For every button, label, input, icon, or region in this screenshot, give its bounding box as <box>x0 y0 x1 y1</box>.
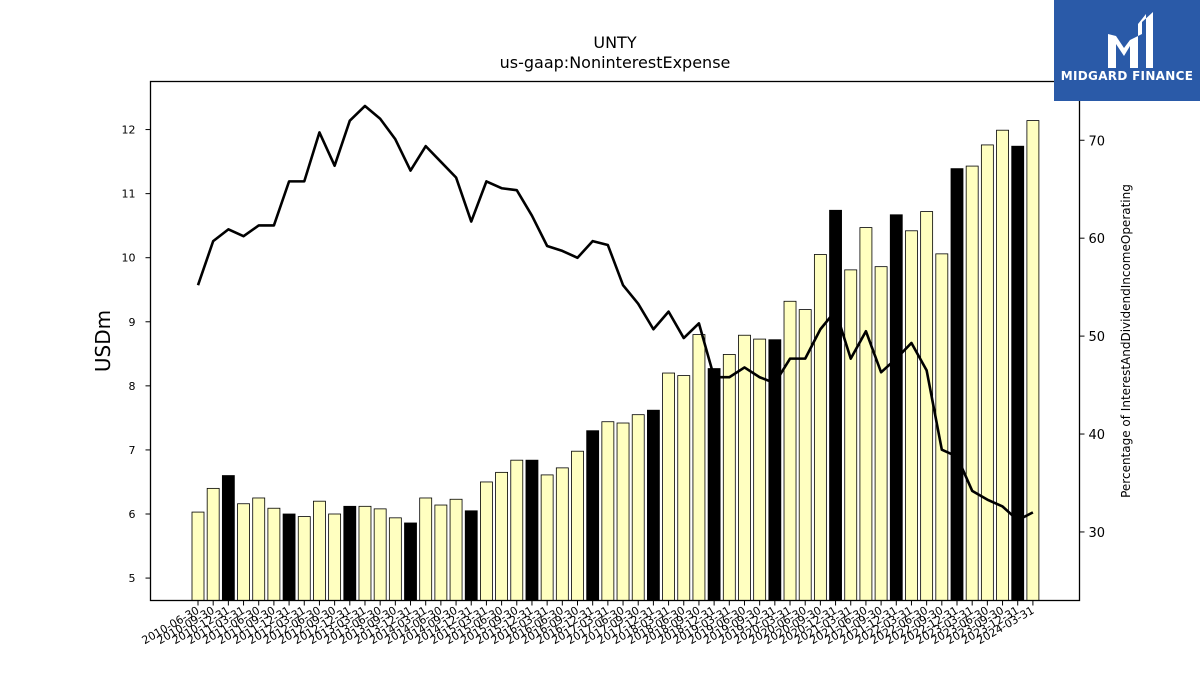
bar-2011-09-30 <box>267 507 281 601</box>
chart-title: UNTY <box>593 33 637 52</box>
bar-2023-12-31 <box>1011 145 1025 601</box>
bar-2019-06-30 <box>738 334 751 601</box>
chart-subtitle: us-gaap:NoninterestExpense <box>499 53 731 72</box>
bar-2014-09-30 <box>449 498 463 601</box>
brand-logo: MIDGARD FINANCE <box>1054 0 1200 101</box>
y-axis-label: USDm <box>91 310 115 372</box>
y-tick-label: 5 <box>129 572 136 585</box>
bar-2021-12-31 <box>889 214 903 601</box>
bar-2018-03-31 <box>662 372 675 601</box>
bar-2017-12-31 <box>647 409 660 601</box>
bar-2020-12-31 <box>829 209 842 601</box>
y-tick-label: 6 <box>129 508 136 521</box>
y2-tick-label: 30 <box>1089 526 1106 541</box>
bar-2021-09-30 <box>874 266 888 601</box>
bar-2013-09-30 <box>388 517 402 601</box>
midgard-logo-icon <box>1108 12 1153 68</box>
y2-axis: 30 40 50 60 70 <box>1079 134 1106 541</box>
bar-2013-06-30 <box>373 508 387 601</box>
y-tick-label: 8 <box>129 380 136 393</box>
bar-2020-09-30 <box>813 254 827 601</box>
bar-2015-09-30 <box>510 459 524 601</box>
bar-2015-06-30 <box>495 471 509 601</box>
bar-2016-03-31 <box>540 474 554 601</box>
bar-2021-03-31 <box>844 269 858 601</box>
bar-2015-12-31 <box>525 459 539 601</box>
bar-2022-03-31 <box>905 230 918 601</box>
bar-2024-03-31 <box>1026 120 1040 601</box>
bar-2020-03-31 <box>783 300 797 601</box>
bar-2013-03-31 <box>358 505 372 601</box>
y-tick-label: 7 <box>129 444 136 457</box>
y2-axis-label: Percentage of InterestAndDividendIncomeO… <box>1119 184 1133 498</box>
brand-logo-text: MIDGARD FINANCE <box>1060 69 1194 83</box>
y2-tick-label: 50 <box>1089 330 1106 345</box>
bar-2013-12-31 <box>404 522 417 601</box>
y2-tick-label: 60 <box>1089 232 1106 247</box>
bar-2014-03-31 <box>419 497 433 601</box>
bar-2016-12-31 <box>586 430 600 601</box>
bar-2022-06-30 <box>920 211 934 601</box>
bar-2014-12-31 <box>464 510 478 601</box>
bar-2011-03-31 <box>237 503 250 601</box>
bar-2014-06-30 <box>434 504 448 601</box>
bar-2021-06-30 <box>859 227 873 601</box>
bar-2018-12-31 <box>707 368 721 601</box>
bar-2023-03-31 <box>965 165 979 601</box>
bar-2012-12-31 <box>343 505 357 601</box>
ratio-line <box>196 104 1034 522</box>
bar-2010-06-30 <box>191 511 205 601</box>
bar-2016-09-30 <box>571 450 584 601</box>
bar-2010-09-30 <box>206 487 220 601</box>
bar-2012-09-30 <box>328 513 342 601</box>
bar-2011-06-30 <box>252 497 266 601</box>
bar-2017-06-30 <box>616 422 630 601</box>
bar-2019-03-31 <box>722 354 736 601</box>
bar-2017-03-31 <box>601 421 615 601</box>
bar-2012-06-30 <box>313 500 326 601</box>
bar-2018-06-30 <box>677 375 691 601</box>
bar-2016-06-30 <box>555 467 569 601</box>
y-tick-label: 10 <box>122 252 136 265</box>
bar-2023-06-30 <box>980 144 994 601</box>
bar-2023-09-30 <box>996 129 1009 601</box>
bars-layer <box>191 120 1040 601</box>
bar-2011-12-31 <box>282 513 296 601</box>
y-tick-label: 11 <box>122 188 136 201</box>
bar-2015-03-31 <box>480 481 493 601</box>
bar-2019-12-31 <box>768 339 782 601</box>
bar-2022-12-31 <box>950 168 964 601</box>
plot-frame <box>149 80 1081 602</box>
bar-2018-09-30 <box>692 334 706 601</box>
y-tick-label: 12 <box>122 124 136 137</box>
y-tick-label: 9 <box>129 316 136 329</box>
y2-tick-label: 40 <box>1089 428 1106 443</box>
y-axis: 5 6 7 8 9 10 11 12 <box>122 124 151 585</box>
y2-tick-label: 70 <box>1089 134 1106 149</box>
bar-2012-03-31 <box>297 516 311 601</box>
bar-2010-12-31 <box>221 475 235 601</box>
x-axis: 2010-06-302010-09-302010-12-312011-03-31… <box>140 600 1036 647</box>
line-layer <box>196 104 1034 522</box>
bar-2017-09-30 <box>631 414 645 601</box>
